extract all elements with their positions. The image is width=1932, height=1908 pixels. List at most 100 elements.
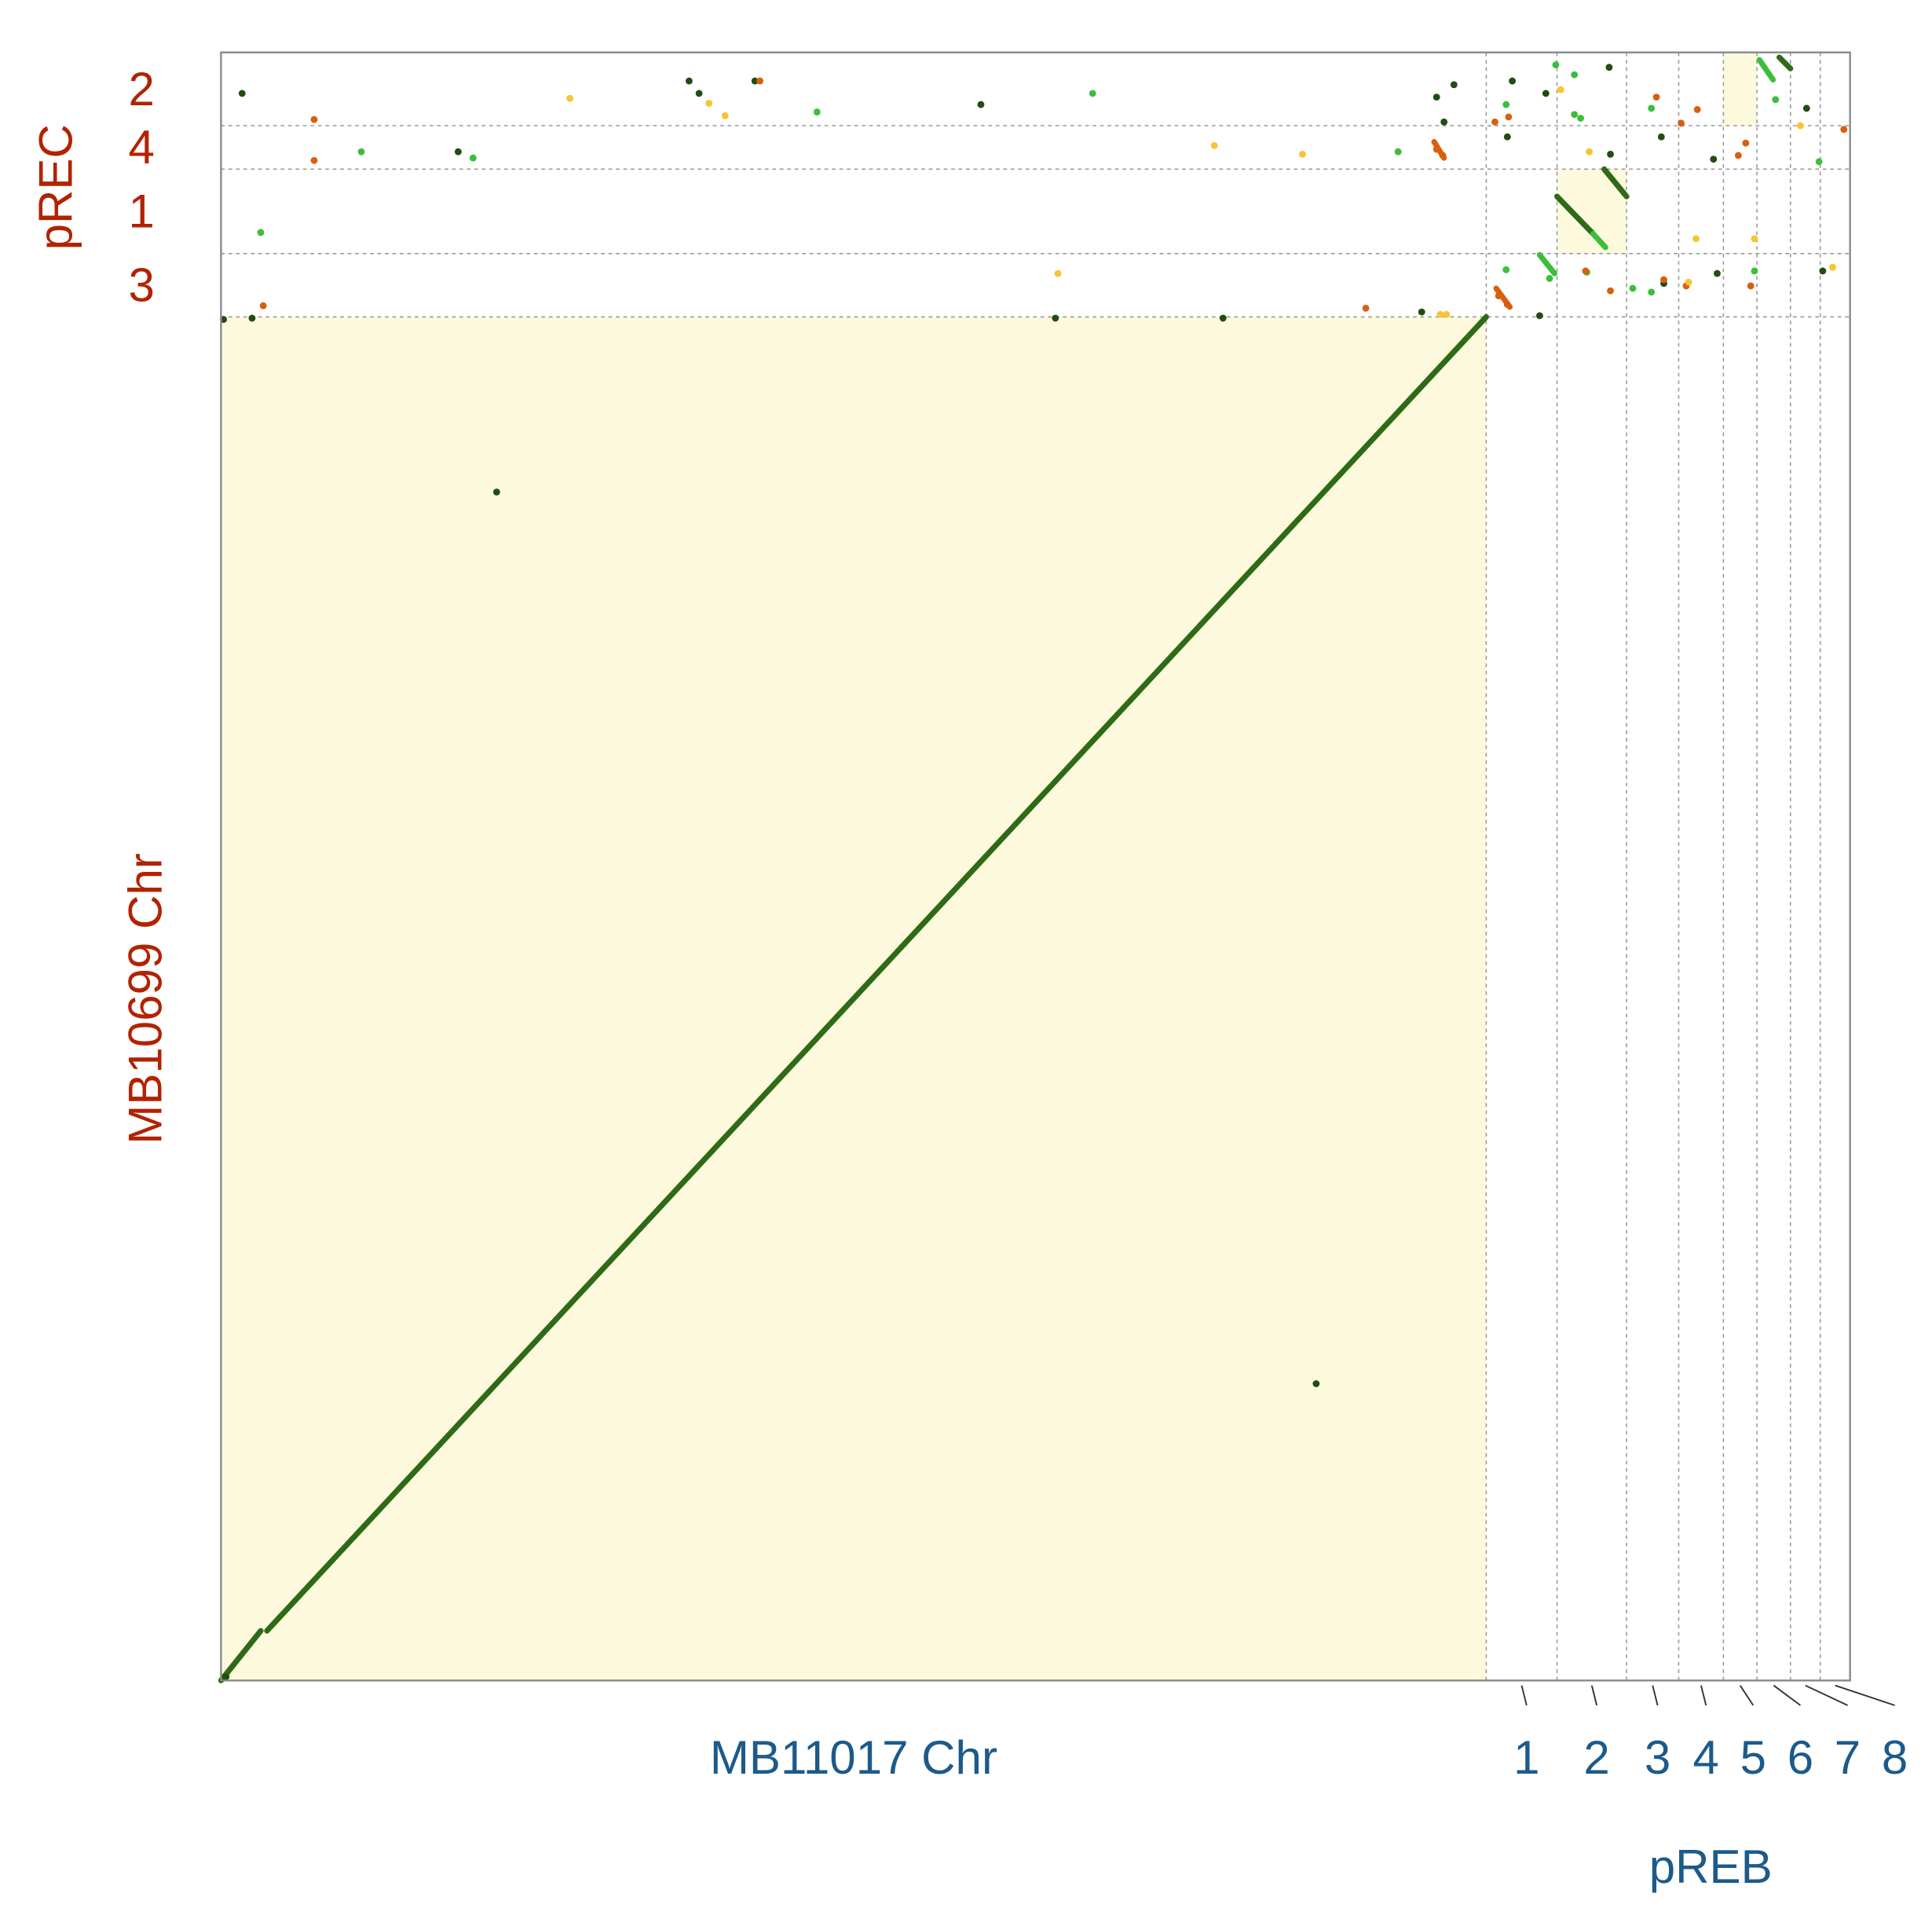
x-tick <box>1590 1685 1598 1706</box>
alignment-segment <box>1590 230 1608 251</box>
match-dot <box>1439 152 1447 159</box>
y-tick-label: 3 <box>129 259 155 312</box>
match-dot <box>1796 122 1804 130</box>
x-tick-label: 1 <box>1513 1731 1539 1784</box>
x-tick-label: 2 <box>1583 1731 1609 1784</box>
x-tick-label: 3 <box>1645 1731 1670 1784</box>
match-dot <box>1502 101 1510 108</box>
match-dot <box>1693 106 1701 113</box>
match-dot <box>454 148 462 156</box>
match-dot <box>1495 292 1502 300</box>
match-dot <box>1219 314 1227 322</box>
match-dot <box>1054 269 1062 277</box>
match-dot <box>977 101 985 108</box>
match-dot <box>1815 158 1823 166</box>
match-dot <box>756 77 763 85</box>
match-dot <box>1652 93 1660 101</box>
match-dot <box>1802 104 1810 112</box>
x-tick <box>1700 1685 1707 1706</box>
match-dot <box>1557 86 1564 93</box>
match-dot <box>566 94 574 102</box>
alignment-segment <box>1776 54 1794 71</box>
highlight-block <box>1723 52 1758 126</box>
match-dot <box>813 108 821 116</box>
x-tick <box>1652 1685 1659 1706</box>
match-dot <box>1450 81 1458 89</box>
match-dot <box>1542 90 1550 97</box>
match-dot <box>1089 90 1096 97</box>
y-tick-label: 1 <box>129 185 155 238</box>
match-dot <box>1629 284 1637 292</box>
match-dot <box>357 148 365 156</box>
match-dot <box>1312 1380 1320 1387</box>
x-tick <box>1835 1684 1895 1706</box>
match-dot <box>1210 141 1218 149</box>
x-tick <box>1805 1684 1848 1706</box>
alignment-segment <box>1756 57 1776 83</box>
match-dot <box>1503 301 1511 309</box>
match-dot <box>257 229 265 236</box>
match-dot <box>1714 269 1721 277</box>
match-dot <box>1648 288 1656 296</box>
x-tick-label: 5 <box>1740 1731 1766 1784</box>
y-group-label: pREC <box>30 124 82 250</box>
plot-frame <box>220 51 1851 1682</box>
match-dot <box>1586 148 1594 156</box>
match-dot <box>1577 115 1585 122</box>
alignment-segment <box>1536 251 1557 276</box>
match-dot <box>695 90 703 97</box>
match-dot <box>222 1673 230 1681</box>
alignment-segment <box>1553 193 1596 237</box>
match-dot <box>1552 61 1560 68</box>
match-dot <box>751 77 759 85</box>
match-dot <box>1505 113 1513 121</box>
x-axis-label: MB11017 Chr <box>710 1731 997 1784</box>
match-dot <box>1394 148 1402 156</box>
y-tick-label: 4 <box>129 121 155 174</box>
match-dot <box>469 154 477 162</box>
match-dot <box>248 314 256 322</box>
match-dot <box>1747 282 1755 290</box>
match-dot <box>492 488 500 496</box>
x-tick-label: 4 <box>1693 1731 1719 1784</box>
match-dot <box>1052 314 1059 322</box>
x-tick-label: 7 <box>1835 1731 1861 1784</box>
x-group-label: pREB <box>1649 1840 1773 1893</box>
match-dot <box>1678 119 1685 127</box>
match-dot <box>1840 126 1848 134</box>
match-dot <box>1710 156 1718 163</box>
x-tick <box>1520 1685 1528 1706</box>
match-dot <box>1582 267 1590 275</box>
alignment-segment <box>1601 166 1630 200</box>
match-dot <box>259 302 267 309</box>
y-tick-label: 2 <box>129 63 155 115</box>
x-tick <box>1773 1684 1801 1706</box>
match-dot <box>1433 145 1440 153</box>
match-dot <box>1751 235 1758 243</box>
match-dot <box>1734 152 1742 159</box>
match-dot <box>1509 77 1517 85</box>
match-dot <box>1440 118 1448 126</box>
match-dot <box>1648 104 1656 112</box>
y-axis-label: MB10699 Chr <box>119 853 172 1144</box>
match-dot <box>1819 267 1827 275</box>
match-dot <box>310 156 318 164</box>
match-dot <box>1742 139 1750 147</box>
match-dot <box>721 112 729 119</box>
match-dot <box>1607 287 1614 295</box>
match-dot <box>1685 278 1692 286</box>
match-dot <box>1605 64 1613 71</box>
match-dot <box>1443 310 1451 318</box>
match-dot <box>1660 276 1667 284</box>
match-dot <box>1772 96 1780 104</box>
match-dot <box>1299 150 1306 158</box>
match-dot <box>238 90 246 97</box>
match-dot <box>1502 266 1510 273</box>
alignment-segment <box>218 1628 264 1683</box>
match-dot <box>1571 71 1579 79</box>
x-tick-label: 8 <box>1882 1731 1908 1784</box>
x-tick-label: 6 <box>1787 1731 1813 1784</box>
match-dot <box>1436 310 1444 318</box>
